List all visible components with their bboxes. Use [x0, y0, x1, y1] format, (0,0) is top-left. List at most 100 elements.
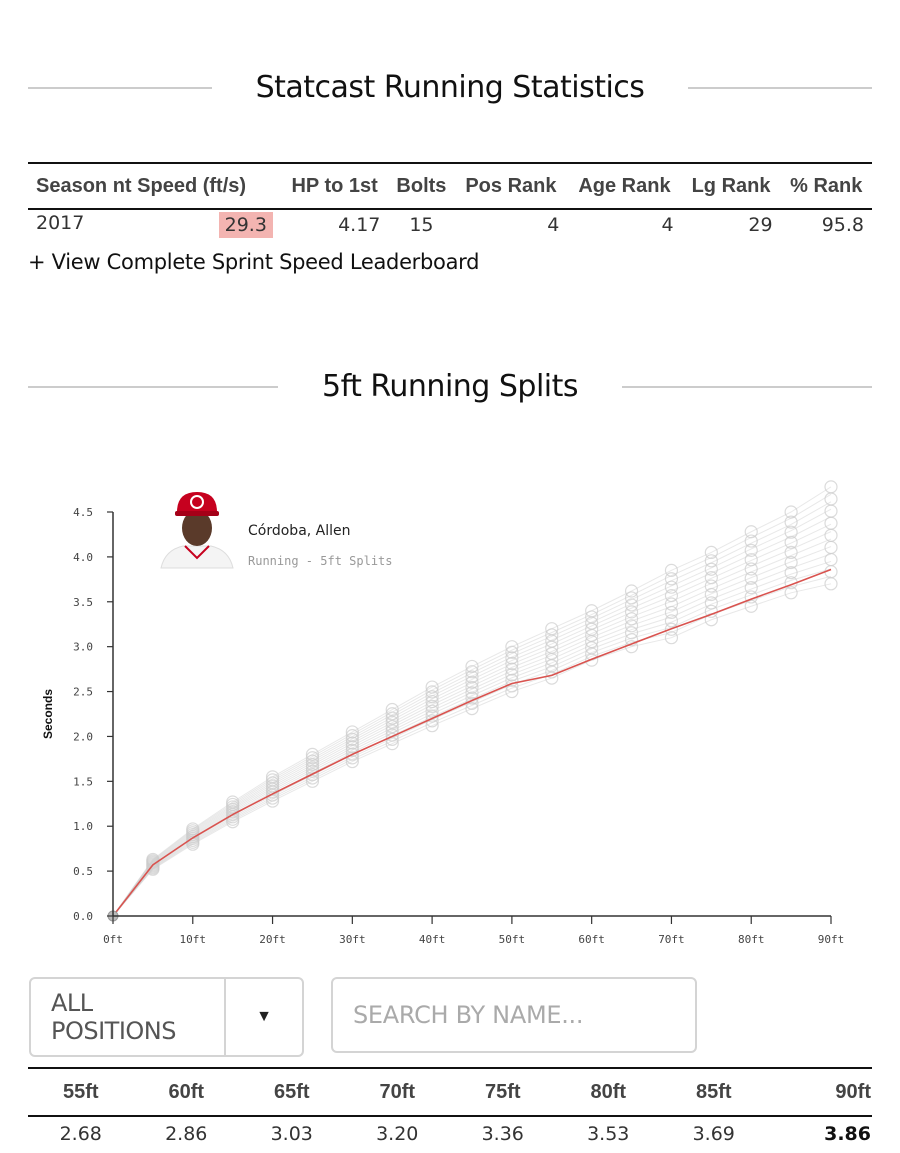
- running-splits-heading: 5ft Running Splits: [28, 369, 873, 404]
- cap-brim: [175, 511, 219, 516]
- league-split-point: [784, 555, 798, 570]
- league-split-point: [744, 543, 758, 557]
- running-splits-title: 5ft Running Splits: [321, 369, 579, 404]
- league-runner-line: [112, 516, 832, 917]
- league-split-point: [784, 525, 798, 539]
- league-split-point: [505, 668, 519, 682]
- col-header-bolts[interactable]: Bolts: [388, 162, 455, 210]
- dropdown-arrow-icon[interactable]: ▼: [224, 979, 302, 1055]
- splits-header-row: 55ft 60ft 65ft 70ft 75ft 80ft 85ft 90ft: [28, 1067, 872, 1117]
- league-split-point: [345, 743, 359, 758]
- league-split-point: [624, 591, 639, 605]
- cell-pos-rank: 4: [547, 214, 560, 236]
- y-ticks: 0.0 0.5 1.0 1.5 2.0 2.5 3.0 3.5 4.0 4.5: [73, 506, 113, 923]
- heading-rule-right: [622, 385, 873, 388]
- y-tick-label: 1.0: [73, 820, 93, 833]
- x-tick-label: 50ft: [499, 933, 526, 946]
- heading-rule-left: [28, 86, 212, 89]
- split-header-80ft: 80ft: [555, 1067, 661, 1117]
- league-split-point: [664, 605, 679, 620]
- cell-pct-rank: 95.8: [821, 214, 864, 236]
- y-tick-label: 1.5: [73, 775, 93, 788]
- league-split-point: [624, 633, 639, 647]
- league-split-point: [664, 631, 679, 645]
- league-split-point: [664, 597, 679, 611]
- league-split-point: [505, 673, 519, 687]
- split-value-80ft: 3.53: [587, 1123, 630, 1145]
- league-split-point: [265, 779, 280, 793]
- league-split-point: [425, 719, 439, 733]
- col-header-pos-rank[interactable]: Pos Rank: [454, 162, 568, 210]
- league-runner-line: [112, 568, 832, 917]
- cap-logo-icon: [190, 495, 204, 509]
- league-split-point: [704, 571, 718, 585]
- split-header-75ft: 75ft: [450, 1067, 556, 1117]
- split-header-90ft: 90ft: [766, 1067, 872, 1117]
- league-split-point: [265, 770, 280, 784]
- cell-hp-to-1st: 4.17: [338, 214, 381, 236]
- position-filter-select[interactable]: ALL POSITIONS ▼: [29, 977, 304, 1057]
- heading-rule-right: [688, 86, 872, 89]
- col-header-season-speed[interactable]: Season nt Speed (ft/s): [28, 162, 281, 210]
- league-runner-line: [112, 575, 832, 917]
- league-split-point: [385, 728, 399, 742]
- col-header-age-rank[interactable]: Age Rank: [567, 162, 682, 210]
- league-split-point: [186, 822, 200, 836]
- league-split-point: [784, 565, 798, 580]
- league-split-point: [265, 773, 280, 787]
- league-split-point: [505, 651, 519, 665]
- league-split-point: [505, 684, 519, 699]
- league-runner-line: [112, 523, 832, 917]
- league-split-point: [505, 640, 519, 654]
- x-tick-label: 60ft: [578, 933, 605, 946]
- league-split-point: [744, 534, 758, 548]
- col-header-hp-to-1st[interactable]: HP to 1st: [280, 162, 389, 210]
- heading-rule-left: [28, 385, 278, 388]
- league-split-point: [465, 659, 479, 674]
- x-tick-label: 70ft: [658, 933, 685, 946]
- search-by-name-input[interactable]: [331, 977, 697, 1053]
- league-split-point: [784, 586, 798, 600]
- league-split-point: [425, 680, 439, 694]
- league-split-point: [425, 694, 439, 709]
- league-split-point: [624, 619, 639, 633]
- jersey-collar: [184, 545, 210, 560]
- league-split-point: [585, 604, 599, 618]
- running-stats-title: Statcast Running Statistics: [255, 70, 645, 105]
- split-value-85ft: 3.69: [692, 1123, 735, 1145]
- col-header-lg-rank[interactable]: Lg Rank: [681, 162, 781, 210]
- league-split-point: [784, 515, 798, 529]
- league-split-point: [385, 737, 399, 751]
- league-split-point: [624, 584, 639, 598]
- league-runner-line: [112, 583, 832, 917]
- league-runner-line: [112, 538, 832, 917]
- league-split-point: [465, 686, 479, 700]
- sprint-speed-leaderboard-link[interactable]: + View Complete Sprint Speed Leaderboard: [28, 250, 480, 274]
- col-header-pct-rank[interactable]: % Rank: [780, 162, 872, 210]
- league-split-point: [664, 614, 679, 628]
- league-split-point: [425, 690, 439, 704]
- player-split-line: [112, 568, 832, 917]
- split-value-55ft: 2.68: [59, 1123, 102, 1145]
- sprint-speed-highlight: 29.3: [218, 212, 273, 238]
- league-split-point: [704, 587, 718, 602]
- cell-age-rank: 4: [661, 214, 674, 236]
- x-tick-label: 0ft: [103, 933, 123, 946]
- running-stats-table: Season nt Speed (ft/s) HP to 1st Bolts P…: [28, 162, 872, 240]
- cap-crown: [177, 492, 217, 512]
- splits-table: 55ft 60ft 65ft 70ft 75ft 80ft 85ft 90ft 2.68 2.8…: [28, 1067, 872, 1151]
- stats-header-row: Season nt Speed (ft/s) HP to 1st Bolts P…: [28, 162, 872, 210]
- split-value-75ft: 3.36: [481, 1123, 524, 1145]
- player-face: [182, 510, 212, 546]
- league-split-point: [465, 665, 479, 679]
- league-split-point: [704, 545, 718, 560]
- league-split-point: [465, 702, 479, 716]
- league-split-point: [345, 736, 359, 750]
- split-value-70ft: 3.20: [376, 1123, 419, 1145]
- league-split-point: [305, 768, 320, 782]
- league-split-point: [824, 577, 838, 591]
- y-tick-label: 2.0: [73, 730, 93, 743]
- y-tick-label: 4.5: [73, 506, 93, 519]
- league-split-point: [465, 680, 479, 695]
- split-header-70ft: 70ft: [344, 1067, 450, 1117]
